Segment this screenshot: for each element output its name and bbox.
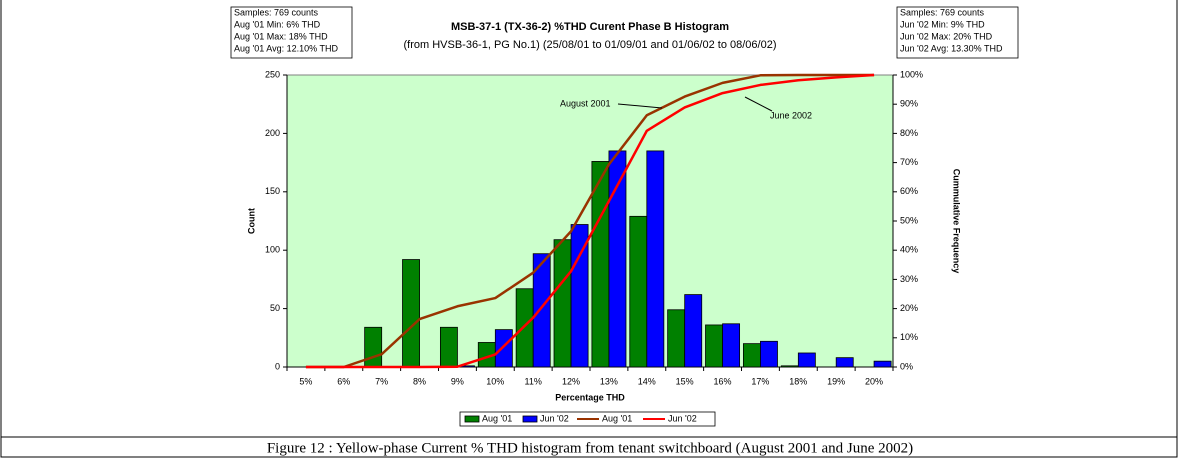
bar: [494, 329, 513, 368]
bar: [742, 343, 761, 368]
bar: [570, 224, 589, 368]
bar: [797, 352, 816, 368]
x-tick-label: 12%: [562, 376, 580, 386]
bar: [667, 309, 686, 368]
info-box: [896, 6, 1019, 59]
y2-tick-label: 0%: [900, 361, 913, 371]
bar: [364, 326, 383, 368]
bar: [873, 360, 892, 368]
x-tick-label: 15%: [676, 376, 694, 386]
y-axis-label: Count: [246, 208, 256, 234]
annotation: August 2001: [560, 98, 611, 108]
legend-label: Jun '02: [540, 413, 569, 423]
bar: [439, 326, 458, 368]
x-tick-label: 9%: [451, 376, 464, 386]
bar: [402, 259, 420, 368]
annotation-leader: [744, 96, 773, 112]
bar: [705, 324, 723, 368]
info-text: Aug '01 Avg: 12.10% THD: [234, 43, 338, 53]
legend-swatch: [522, 415, 538, 423]
y-tick-label: 0: [275, 361, 280, 371]
bar: [780, 365, 799, 368]
x-tick-label: 19%: [827, 376, 845, 386]
x-tick-label: 17%: [751, 376, 769, 386]
y2-tick-label: 70%: [900, 157, 918, 167]
info-text: Jun '02 Min: 9% THD: [900, 19, 985, 29]
annotation: June 2002: [770, 110, 812, 120]
x-tick-label: 14%: [638, 376, 656, 386]
y-tick-label: 100: [265, 245, 280, 255]
x-tick-label: 6%: [337, 376, 350, 386]
x-axis-label: Percentage THD: [555, 392, 625, 402]
bar: [515, 288, 534, 368]
chart-title: MSB-37-1 (TX-36-2) %THD Curent Phase B H…: [451, 21, 729, 33]
info-text: Aug '01 Max: 18% THD: [234, 31, 328, 41]
x-tick-label: 16%: [714, 376, 732, 386]
x-tick-label: 7%: [375, 376, 388, 386]
cumulative-line: [305, 73, 875, 369]
bar: [532, 253, 551, 368]
y2-tick-label: 50%: [900, 215, 918, 225]
legend-label: Aug '01: [602, 413, 632, 423]
y2-tick-label: 60%: [900, 186, 918, 196]
legend-swatch: [464, 415, 480, 423]
x-tick-label: 20%: [865, 376, 883, 386]
x-tick-label: 18%: [789, 376, 807, 386]
x-tick-label: 13%: [600, 376, 618, 386]
x-tick-label: 5%: [299, 376, 312, 386]
info-text: Samples: 769 counts: [234, 7, 319, 17]
bar: [684, 294, 703, 368]
chart-subtitle: (from HVSB-36-1, PG No.1) (25/08/01 to 0…: [403, 39, 776, 51]
y-tick-label: 150: [265, 186, 280, 196]
plot-area: [286, 74, 894, 368]
y-tick-label: 200: [265, 128, 280, 138]
x-tick-label: 10%: [486, 376, 504, 386]
bar: [835, 357, 854, 368]
y2-tick-label: 80%: [900, 128, 918, 138]
y2-tick-label: 10%: [900, 332, 918, 342]
y2-tick-label: 100%: [900, 69, 923, 79]
info-text: Jun '02 Avg: 13.30% THD: [900, 43, 1003, 53]
info-text: Samples: 769 counts: [900, 7, 985, 17]
bar: [722, 323, 741, 368]
x-tick-label: 11%: [525, 376, 542, 386]
y-tick-label: 250: [265, 69, 280, 79]
cumulative-line: [305, 73, 875, 369]
y2-tick-label: 40%: [900, 245, 918, 255]
y2-tick-label: 30%: [900, 274, 918, 284]
y-tick-label: 50: [270, 303, 280, 313]
legend-label: Aug '01: [482, 413, 512, 423]
x-tick-label: 8%: [413, 376, 426, 386]
bar: [608, 150, 627, 368]
legend-label: Jun '02: [668, 413, 697, 423]
bar: [646, 150, 665, 368]
y2-tick-label: 20%: [900, 303, 918, 313]
bar: [553, 239, 572, 368]
bar: [760, 340, 778, 368]
info-text: Jun '02 Max: 20% THD: [900, 31, 993, 41]
bar: [629, 215, 648, 368]
info-text: Aug '01 Min: 6% THD: [234, 19, 321, 29]
annotation-leader: [617, 103, 663, 109]
info-box: [230, 6, 353, 59]
figure-caption: Figure 12 : Yellow-phase Current % THD h…: [267, 440, 913, 456]
y2-tick-label: 90%: [900, 99, 918, 109]
y2-axis-label: Cummulative Frequency: [952, 169, 962, 274]
